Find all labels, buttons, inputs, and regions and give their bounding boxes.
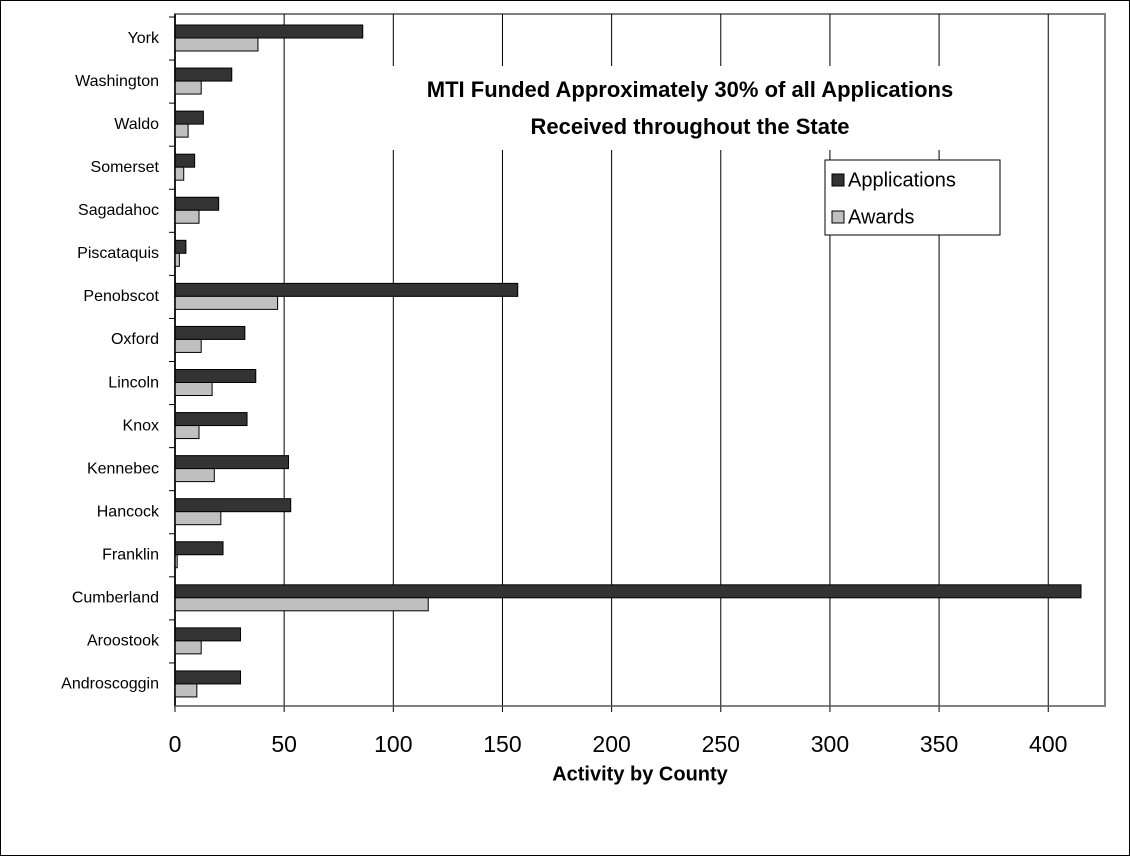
bar [174,80,202,95]
bar [174,153,196,168]
y-tick-label: Hancock [97,503,160,520]
bar [174,239,187,254]
bar [174,455,290,470]
bar [174,511,222,526]
legend-box [824,159,1001,236]
bar [174,123,189,138]
bar [174,37,259,52]
x-tick-label: 200 [592,731,630,757]
bar [174,295,279,310]
x-axis-label: Activity by County [552,763,728,785]
bar [174,369,257,383]
bar [174,683,198,698]
legend-swatch [831,173,845,187]
bar [174,584,1082,599]
title-background [340,66,1040,150]
bar [174,209,200,224]
y-tick-label: Lincoln [108,374,159,391]
legend-swatch [831,210,845,224]
y-tick-label: Waldo [114,116,159,133]
x-tick-label: 0 [169,731,182,757]
bar [174,67,233,82]
x-tick-label: 400 [1029,731,1067,757]
x-tick-label: 150 [483,731,521,757]
bar [174,425,200,440]
legend-label: Awards [848,206,914,228]
y-tick-label: Sagadahoc [78,202,159,219]
bar [174,597,429,612]
bar [174,468,215,483]
x-tick-label: 50 [271,731,297,757]
y-tick-label: Knox [123,417,159,434]
bar [174,640,202,655]
bar [174,110,204,125]
bar [174,196,220,211]
bar [174,541,224,556]
y-tick-label: York [128,30,160,47]
y-tick-label: Somerset [91,159,160,176]
bar [174,24,364,39]
x-tick-label: 250 [702,731,740,757]
y-tick-label: Franklin [102,547,159,564]
y-tick-label: Washington [75,73,159,90]
y-tick-label: Aroostook [87,633,160,650]
bar [174,412,248,427]
chart-title: MTI Funded Approximately 30% of all Appl… [427,77,953,102]
chart-title: Received throughout the State [530,114,849,139]
x-tick-label: 350 [920,731,958,757]
bar [174,338,202,353]
y-tick-label: Penobscot [83,288,159,305]
y-tick-label: Kennebec [87,460,159,477]
bar [174,627,241,642]
x-tick-label: 100 [374,731,412,757]
x-tick-label: 300 [811,731,849,757]
y-tick-label: Cumberland [72,590,159,607]
y-tick-label: Piscataquis [77,245,159,262]
bar [174,282,519,297]
y-tick-label: Oxford [111,331,159,348]
y-tick-label: Androscoggin [61,676,159,693]
bar [174,382,213,396]
legend-label: Applications [848,169,956,191]
bar [174,498,292,513]
bar [174,325,246,340]
bar [174,670,241,685]
bar [174,166,185,181]
